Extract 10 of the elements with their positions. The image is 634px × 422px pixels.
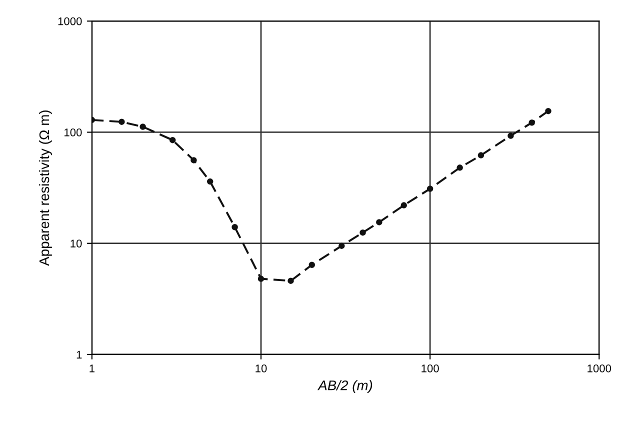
x-tick-label: 1000: [588, 364, 612, 372]
y-tick-label: 1000: [58, 17, 82, 26]
y-tick-label: 100: [64, 128, 82, 136]
y-tick-label: 1: [76, 350, 82, 359]
x-tick-label: 100: [422, 364, 439, 372]
x-axis-title: AB/2 (m): [317, 380, 372, 394]
y-tick-label: 10: [70, 240, 82, 248]
x-tick-label: 10: [256, 364, 267, 372]
y-axis-title: Apparent resistivity (Ω m): [38, 110, 52, 266]
x-tick-label: 1: [90, 364, 94, 372]
